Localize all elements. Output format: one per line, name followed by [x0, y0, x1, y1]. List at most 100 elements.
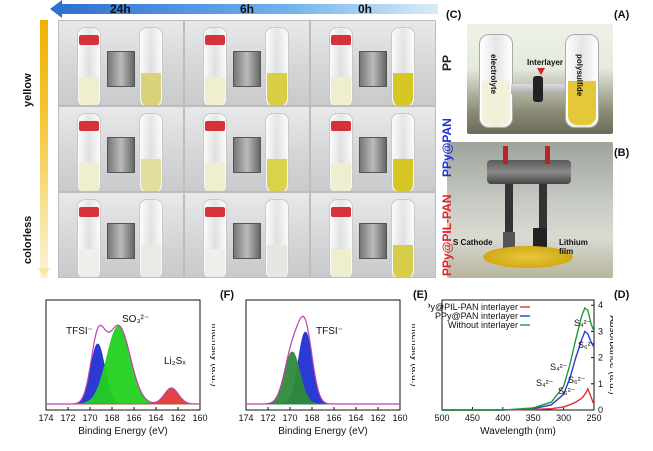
electrolyte-liquid [205, 163, 225, 191]
peak-annotation: S₄²⁻ [536, 378, 554, 388]
h-cell-photo [58, 192, 184, 278]
polysulfide-liquid [267, 245, 287, 277]
row-label-pp: PP [440, 55, 454, 72]
x-tick-label: 300 [556, 413, 571, 423]
vial-cap [79, 121, 99, 131]
x-tick-label: 160 [392, 413, 407, 423]
vial-grid [58, 20, 436, 278]
electrolyte-liquid [205, 249, 225, 277]
clamp [233, 137, 261, 173]
x-tick-label: 350 [526, 413, 541, 423]
polysulfide-liquid [267, 159, 287, 191]
electrolyte-liquid [205, 77, 225, 105]
h-cell-photo [310, 192, 436, 278]
y-tick-label: 4 [598, 300, 603, 310]
panel-label-e: (E) [413, 289, 428, 301]
x-tick-label: 172 [60, 413, 75, 423]
electrolyte-liquid [331, 77, 351, 105]
x-tick-label: 172 [260, 413, 275, 423]
vial-cap [331, 207, 351, 217]
polysulfide-tube [391, 27, 415, 105]
lithium-film [503, 232, 515, 250]
clamp [107, 223, 135, 259]
vial-cap [79, 35, 99, 45]
interlayer-label: Interlayer [527, 58, 564, 67]
envelope-line [46, 324, 200, 405]
color-scale-bar [40, 20, 48, 278]
x-tick-label: 168 [104, 413, 119, 423]
electrolyte-liquid [79, 77, 99, 105]
polysulfide-tube [139, 27, 163, 105]
fit-peak [246, 351, 400, 405]
clamp [359, 137, 387, 173]
y-tick-label: 3 [598, 326, 603, 336]
polysulfide-tube [139, 199, 163, 277]
h-cell-photo [184, 20, 310, 106]
plot-frame [45, 299, 201, 411]
clamp [359, 51, 387, 87]
interlayer-photo: Interlayer polysulfide electrolyte [467, 24, 613, 134]
red-wire [545, 146, 550, 164]
y-tick-label: 2 [598, 353, 603, 363]
x-tick-label: 162 [370, 413, 385, 423]
x-tick-label: 164 [348, 413, 363, 423]
series-line [442, 306, 595, 411]
electrolyte-pool [483, 246, 573, 268]
x-tick-label: 400 [495, 413, 510, 423]
electrode-holder [539, 184, 547, 234]
electrolyte-liquid [331, 163, 351, 191]
electrolyte-liquid [79, 249, 99, 277]
clamp [233, 223, 261, 259]
arrow-left-icon [50, 0, 62, 18]
legend-entry: Without interlayer [448, 320, 518, 330]
x-tick-label: 162 [170, 413, 185, 423]
x-tick-label: 500 [434, 413, 449, 423]
x-tick-label: 164 [148, 413, 163, 423]
electrolyte-label: electrolyte [489, 54, 498, 95]
peak-annotation: S₆²⁻ [568, 375, 586, 385]
y-tick-label: 0 [598, 405, 603, 415]
x-tick-label: 168 [304, 413, 319, 423]
arrow-down-icon [537, 68, 545, 75]
peak-annotation: S₄²⁻ [574, 318, 592, 328]
electrolyte-liquid [482, 81, 510, 125]
x-tick-label: 450 [465, 413, 480, 423]
fit-peak [246, 331, 400, 405]
clamp [233, 51, 261, 87]
xps-chart-f: 174 172 170 168 166 164 162 160 Binding Energy (… [38, 299, 215, 437]
scale-label-yellow: yellow [22, 73, 34, 107]
x-tick-label: 250 [586, 413, 601, 423]
polysulfide-liquid [568, 81, 596, 125]
polysulfide-tube [265, 199, 289, 277]
polysulfide-liquid [393, 245, 413, 277]
polysulfide-label: polysulfide [575, 54, 584, 97]
polysulfide-liquid [393, 159, 413, 191]
row-label-ppy-pan: PPy@PAN [440, 118, 454, 178]
clamp [107, 51, 135, 87]
polysulfide-vial [565, 34, 599, 128]
x-tick-label: 166 [326, 413, 341, 423]
cathode-label: S Cathode [453, 238, 493, 247]
polysulfide-tube [391, 199, 415, 277]
plot-frame [245, 299, 401, 411]
clamp [107, 137, 135, 173]
panel-label-b: (B) [614, 147, 630, 159]
envelope-line [246, 315, 400, 405]
panel-label-d: (D) [614, 289, 630, 301]
red-wire [503, 146, 508, 164]
arrow-down-icon [38, 268, 50, 277]
row-label-ppy-pil-pan: PPy@PIL-PAN [440, 194, 454, 276]
x-tick-label: 166 [126, 413, 141, 423]
h-cell-photo [310, 20, 436, 106]
panel-label-a: (A) [614, 9, 630, 21]
polysulfide-liquid [141, 73, 161, 105]
x-tick-label: 174 [238, 413, 253, 423]
electrode-holder [505, 184, 513, 234]
cell-photo: S Cathode Lithium film [447, 142, 613, 278]
polysulfide-tube [265, 27, 289, 105]
polysulfide-liquid [141, 245, 161, 277]
x-tick-label: 160 [192, 413, 207, 423]
peak-annotation: S₆²⁻ [558, 386, 576, 396]
column-label-0h: 0h [358, 2, 373, 16]
